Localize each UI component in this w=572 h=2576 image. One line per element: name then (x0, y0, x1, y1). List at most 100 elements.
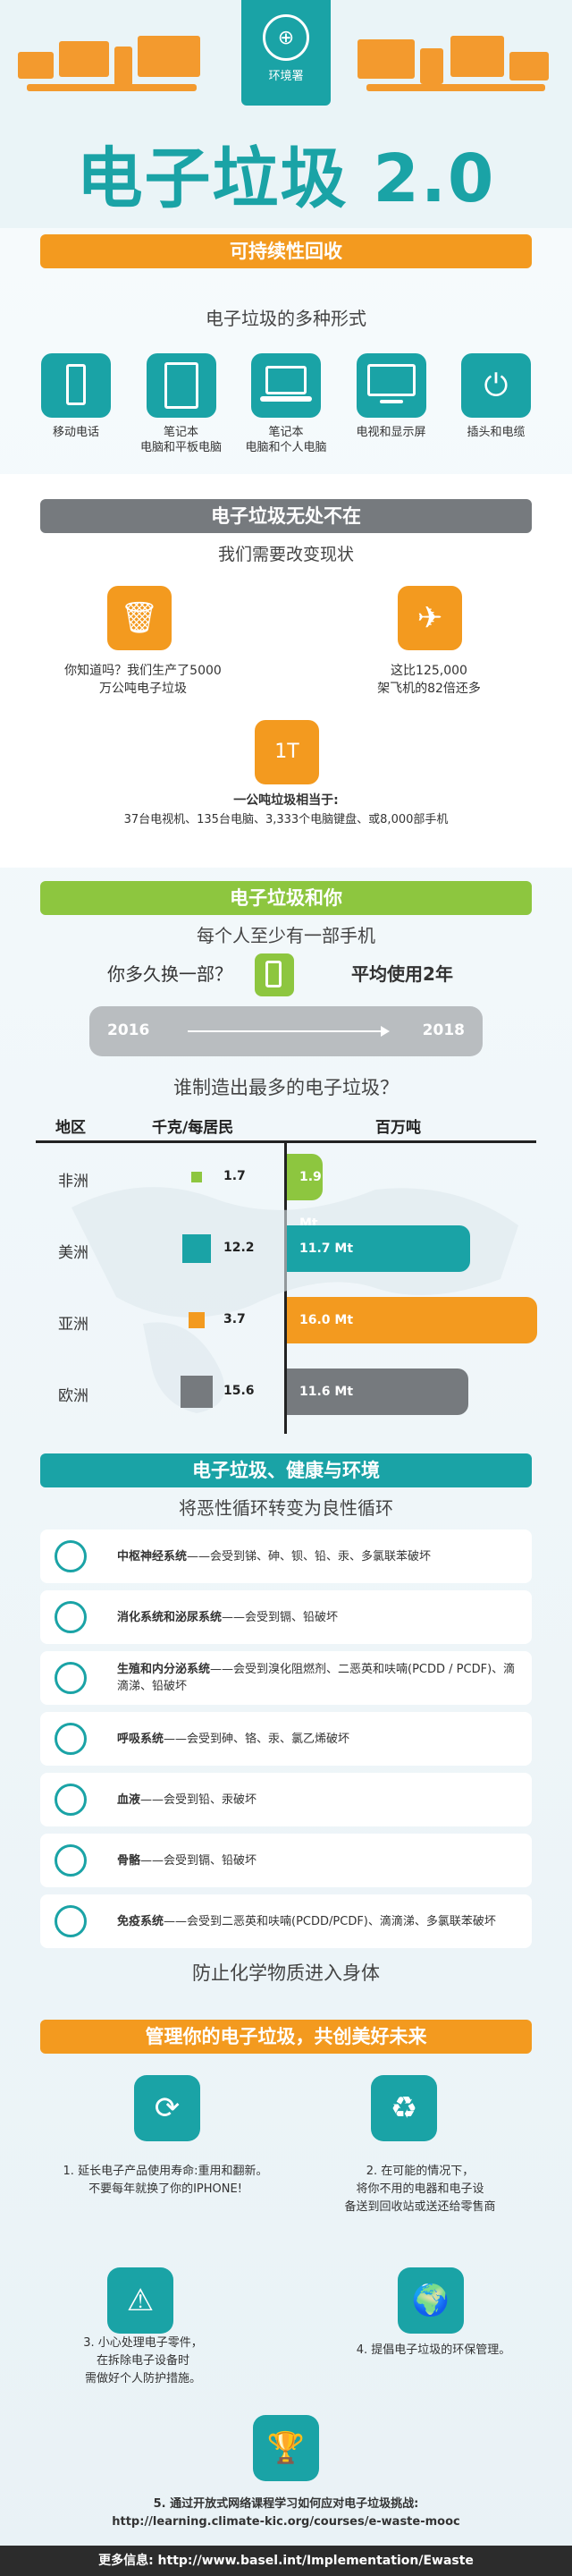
health-text: 骨骼——会受到镉、铅破坏 (117, 1834, 519, 1887)
health-row: 生殖和内分泌系统——会受到溴化阻燃剂、二恶英和呋喃(PCDD / PCDF)、滴… (40, 1651, 532, 1705)
form-label: 移动电话 (52, 426, 99, 439)
health-title: 血液 (117, 1792, 141, 1807)
kg-value: 15.6 (223, 1384, 255, 1398)
health-title: 消化系统和泌尿系统 (117, 1610, 223, 1624)
health-footer: 防止化学物质进入身体 (192, 1962, 380, 1984)
health-text: 消化系统和泌尿系统——会受到镉、铅破坏 (117, 1590, 519, 1644)
health-row: 呼吸系统——会受到砷、铬、汞、氯乙烯破坏 (40, 1712, 532, 1766)
col-region: 地区 (55, 1119, 86, 1137)
subtitle-bar: 可持续性回收 (40, 234, 532, 268)
warning-icon: ⚠ (107, 2267, 173, 2334)
table-row-region: 亚洲 (58, 1316, 88, 1334)
plug-icon: ⏻ (461, 353, 531, 418)
health-text: 生殖和内分泌系统——会受到溴化阻燃剂、二恶英和呋喃(PCDD / PCDF)、滴… (117, 1651, 519, 1705)
form-item-plug: ⏻ 插头和电缆 (447, 353, 545, 455)
arm-icon (55, 1905, 87, 1937)
health-text: 呼吸系统——会受到砷、铬、汞、氯乙烯破坏 (117, 1712, 519, 1766)
you-bar: 电子垃圾和你 (40, 881, 532, 915)
mobile-phone-icon (41, 353, 111, 418)
health-desc: ——会受到溴化阻燃剂、二恶英和呋喃(PCDD / PCDF)、滴滴涕、铅破坏 (117, 1663, 516, 1693)
health-bar: 电子垃圾、健康与环境 (40, 1453, 532, 1487)
health-desc: ——会受到砷、铬、汞、氯乙烯破坏 (164, 1732, 350, 1746)
health-text: 中枢神经系统——会受到锑、砷、钡、铅、汞、多氯联苯破坏 (117, 1530, 519, 1583)
logo-text: 环境署 (268, 70, 304, 83)
trophy-icon: 🏆 (253, 2415, 319, 2481)
health-desc: ——会受到二恶英和呋喃(PCDD/PCDF)、滴滴涕、多氯联苯破坏 (164, 1914, 496, 1928)
devices-illustration-right (358, 36, 554, 98)
timeline: 2016 2018 (89, 1006, 483, 1056)
unep-logo: ⊕ 环境署 (241, 0, 331, 106)
mt-bar: 11.7 Mt (287, 1225, 470, 1272)
reuse-cycle-icon: ⟳ (134, 2075, 200, 2141)
everywhere-section (0, 474, 572, 868)
health-row: 血液——会受到铅、汞破坏 (40, 1773, 532, 1826)
form-label: 电视和显示屏 (356, 426, 426, 439)
table-row-region: 非洲 (58, 1173, 88, 1191)
tip-1: 1. 延长电子产品使用寿命:重用和翻新。 不要每年就换了你的IPHONE! (63, 2165, 268, 2196)
recycle-icon: ♻ (371, 2075, 437, 2141)
form-item-laptop: 笔记本 电脑和个人电脑 (237, 353, 335, 455)
col-kg: 千克/每居民 (152, 1119, 234, 1137)
forms-list: 移动电话 笔记本 电脑和平板电脑 笔记本 电脑和个人电脑 电视和显示屏 ⏻ 插头… (27, 353, 545, 455)
devices-illustration-left (18, 36, 214, 98)
kg-square (181, 1376, 213, 1408)
globe-icon: ⊕ (263, 14, 309, 61)
weight-icon: 1T (255, 720, 319, 784)
tablet-icon (146, 353, 216, 418)
fact-tonnes: 你知道吗？我们生产了5000 万公吨电子垃圾 (64, 664, 222, 696)
weight-label: 1T (274, 741, 299, 763)
health-title: 免疫系统 (117, 1914, 164, 1928)
timeline-end-year: 2018 (422, 1021, 465, 1039)
table-header-line (36, 1140, 536, 1143)
fact-airplanes: 这比125,000 架飞机的82倍还多 (377, 664, 481, 696)
you-heading: 每个人至少有一部手机 (197, 925, 375, 946)
uterus-icon (55, 1662, 87, 1694)
kg-square (182, 1234, 211, 1263)
table-row-region: 欧洲 (58, 1387, 88, 1405)
brain-icon (55, 1540, 87, 1572)
mt-bar: 1.9 Mt (287, 1154, 323, 1231)
replace-question: 你多久换一部？ (107, 963, 232, 985)
health-title: 中枢神经系统 (117, 1549, 188, 1563)
tv-icon (356, 353, 426, 418)
health-row: 消化系统和泌尿系统——会受到镉、铅破坏 (40, 1590, 532, 1644)
trash-can-icon: 🗑 (107, 586, 172, 650)
table-row-region: 美洲 (58, 1244, 88, 1262)
kg-square (189, 1312, 205, 1328)
health-text: 免疫系统——会受到二恶英和呋喃(PCDD/PCDF)、滴滴涕、多氯联苯破坏 (117, 1894, 519, 1948)
phone-hand-icon (255, 953, 294, 996)
health-row: 中枢神经系统——会受到锑、砷、钡、铅、汞、多氯联苯破坏 (40, 1530, 532, 1583)
tip-2: 2. 在可能的情况下， 将你不用的电器和电子设 备送到回收站或送还给零售商 (344, 2165, 496, 2214)
manage-bar: 管理你的电子垃圾，共创美好未来 (40, 2020, 532, 2054)
stomach-icon (55, 1601, 87, 1633)
health-desc: ——会受到镉、铅破坏 (222, 1610, 339, 1624)
replace-answer: 平均使用2年 (351, 963, 453, 985)
kg-value: 1.7 (223, 1169, 246, 1183)
laptop-icon (251, 353, 321, 418)
health-title: 呼吸系统 (117, 1732, 164, 1746)
forms-heading: 电子垃圾的多种形式 (206, 308, 366, 329)
tip-4: 4. 提倡电子垃圾的环保管理。 (356, 2343, 511, 2357)
airplane-icon: ✈ (398, 586, 462, 650)
arrow-right-icon (188, 1026, 390, 1037)
health-desc: ——会受到镉、铅破坏 (140, 1853, 257, 1868)
page-title: 电子垃圾 2.0 (76, 140, 496, 217)
fact-ton-title: 一公吨垃圾相当于: (233, 793, 339, 808)
kg-square (191, 1172, 202, 1182)
mt-bar: 11.6 Mt (287, 1368, 468, 1415)
health-heading: 将恶性循环转变为良性循环 (179, 1497, 393, 1519)
kg-value: 12.2 (223, 1241, 255, 1255)
tip-3: 3. 小心处理电子零件， 在拆除电子设备时 需做好个人防护措施。 (83, 2336, 203, 2385)
header: ⊕ 环境署 电子垃圾 2.0 (0, 0, 572, 228)
form-item-mobile: 移动电话 (27, 353, 125, 455)
heart-icon (55, 1784, 87, 1816)
hands-earth-icon: 🌍 (398, 2267, 464, 2334)
skull-icon (55, 1844, 87, 1877)
tip-5: 5. 通过开放式网络课程学习如何应对电子垃圾挑战: http://learnin… (112, 2497, 460, 2529)
mt-bar: 16.0 Mt (287, 1297, 537, 1343)
health-title: 生殖和内分泌系统 (117, 1663, 211, 1676)
health-title: 骨骼 (117, 1853, 141, 1868)
health-row: 骨骼——会受到镉、铅破坏 (40, 1834, 532, 1887)
lungs-icon (55, 1723, 87, 1755)
everywhere-bar: 电子垃圾无处不在 (40, 499, 532, 533)
